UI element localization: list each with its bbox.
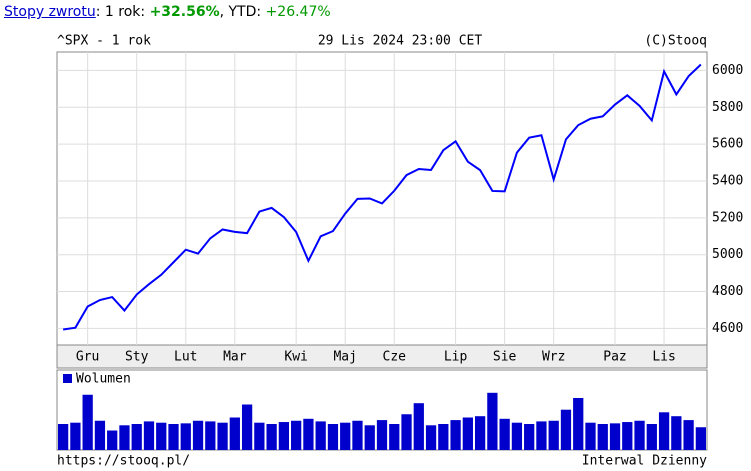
volume-bar (217, 422, 228, 450)
volume-bar (278, 422, 290, 450)
volume-bar (548, 420, 559, 450)
volume-bar (487, 392, 498, 450)
x-tick-label: Sie (493, 350, 517, 365)
ytd: +26.47% (265, 4, 331, 20)
volume-bar (438, 424, 449, 450)
x-tick-label: Cze (383, 350, 407, 365)
volume-bar (474, 416, 486, 450)
volume-bar (94, 420, 106, 450)
volume-bar (671, 416, 682, 450)
price-line (62, 63, 702, 331)
volume-bar (622, 422, 633, 450)
volume-bar (119, 425, 130, 450)
volume-bar (499, 418, 510, 450)
x-tick-label: Wrz (542, 350, 565, 365)
chart-source: (C)Stooq (644, 34, 707, 49)
x-tick-label: Lis (652, 350, 675, 365)
x-tick-label: Lut (174, 350, 197, 365)
volume-bar (352, 420, 363, 450)
header: Stopy zwrotu: 1 rok: +32.56%, YTD: +26.4… (4, 4, 331, 20)
volume-bar (634, 420, 645, 450)
volume-bar (413, 403, 424, 450)
volume-bar (82, 394, 93, 450)
volume-bar (401, 414, 412, 450)
volume-bar (683, 420, 694, 450)
volume-bar (254, 422, 265, 450)
volume-bar (597, 424, 608, 450)
volume-bar (695, 427, 706, 450)
return: +32.56% (149, 4, 220, 20)
volume-bar (511, 422, 523, 450)
legend-swatch (63, 374, 72, 383)
volume-bar (107, 430, 118, 450)
y-tick-label: 5400 (712, 173, 743, 188)
volume-bar (609, 423, 621, 450)
volume-bar (291, 420, 302, 450)
volume-bar (180, 423, 191, 450)
y-tick-label: 5200 (712, 210, 743, 225)
volume-bar (573, 398, 584, 450)
volume-bar (315, 421, 326, 450)
plot-frame (56, 51, 708, 346)
x-axis-band (56, 344, 708, 369)
legend-label: Wolumen (76, 372, 131, 387)
y-tick-label: 5000 (712, 247, 743, 262)
returns-link[interactable]: Stopy zwrotu (4, 4, 96, 20)
volume-bar (143, 421, 155, 450)
x-tick-label: Mar (223, 350, 247, 365)
volume-bar (389, 424, 400, 450)
volume-bar (156, 422, 167, 450)
volume-bar (340, 422, 351, 450)
volume-bar (303, 418, 314, 450)
volume-bar (536, 421, 547, 450)
volume-bar (585, 422, 596, 450)
volume-bar (70, 422, 81, 450)
volume-bar (168, 424, 179, 450)
x-tick-label: Gru (76, 350, 99, 365)
footer-url: https://stooq.pl/ (57, 454, 190, 469)
volume-bar (450, 420, 461, 450)
x-tick-label: Lip (444, 350, 468, 365)
volume-bar (131, 424, 142, 450)
volume-bar (364, 425, 375, 450)
footer-interval: Interwal Dzienny (582, 454, 707, 469)
volume-bar (524, 424, 535, 450)
volume-bar (205, 421, 216, 450)
volume-bar (658, 412, 670, 450)
y-tick-label: 4800 (712, 284, 743, 299)
y-tick-label: 5800 (712, 100, 743, 115)
x-tick-label: Sty (125, 350, 149, 365)
chart-title: ^SPX - 1 rok (57, 34, 151, 49)
volume-bar (462, 417, 473, 450)
volume-bar (266, 424, 277, 450)
y-tick-label: 4600 (712, 321, 743, 336)
volume-bar (229, 417, 240, 450)
volume-bar (58, 424, 69, 450)
volume-bar (327, 424, 339, 450)
volume-bar (560, 409, 572, 450)
volume-bar (241, 404, 253, 450)
x-tick-label: Paz (603, 350, 626, 365)
x-tick-label: Maj (333, 350, 356, 365)
volume-bar (192, 420, 204, 450)
chart-date: 29 Lis 2024 23:00 CET (318, 34, 483, 49)
period: : 1 rok: (95, 4, 150, 20)
volume-bar (376, 420, 388, 450)
volume-bar (646, 424, 657, 450)
volume-bar (425, 425, 437, 450)
y-tick-label: 6000 (712, 63, 743, 78)
ytd-label: , YTD: (219, 4, 266, 20)
y-tick-label: 5600 (712, 137, 743, 152)
x-tick-label: Kwi (284, 350, 307, 365)
